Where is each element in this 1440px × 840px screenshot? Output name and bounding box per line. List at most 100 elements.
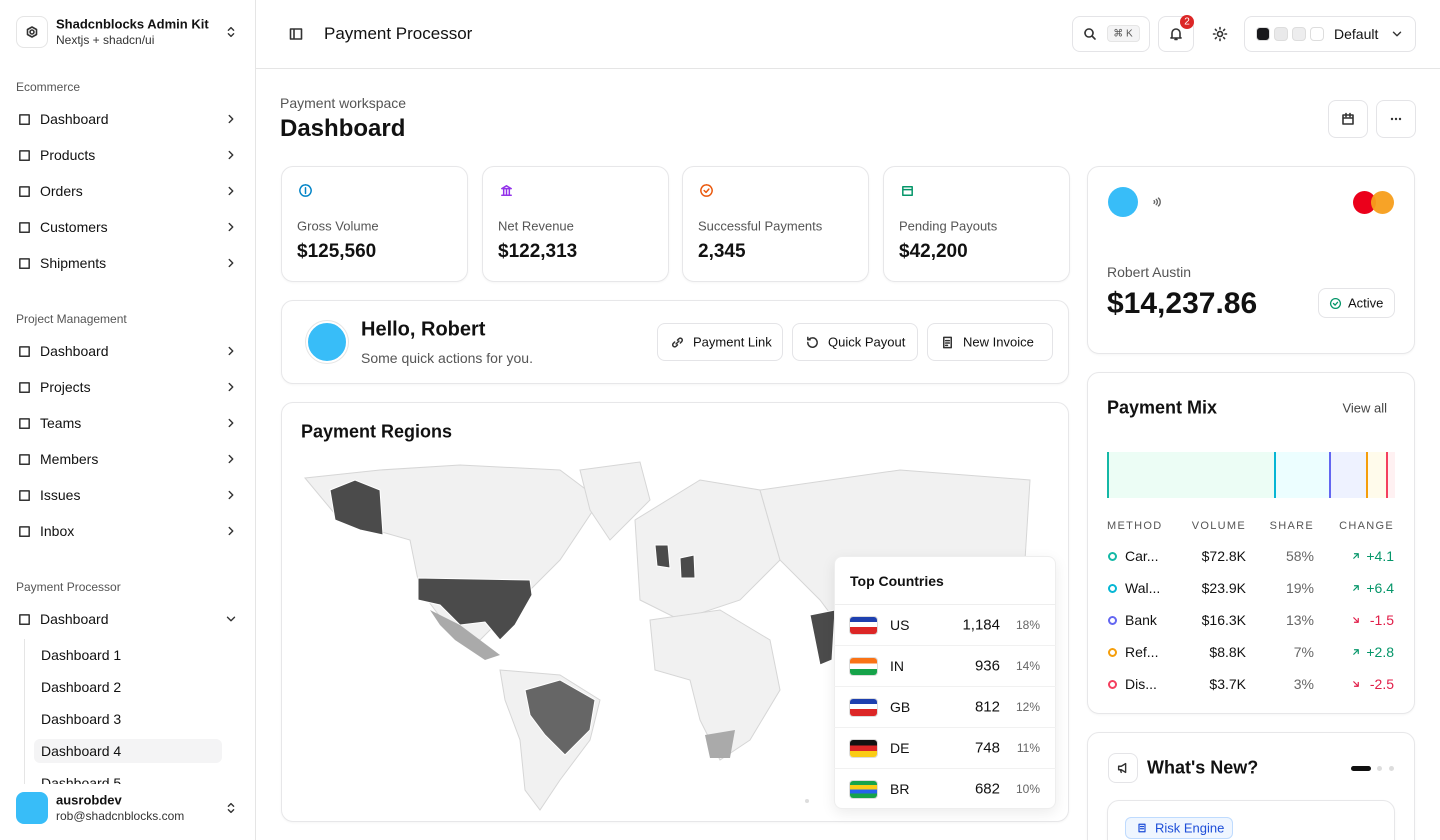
- share: 19%: [1285, 580, 1314, 596]
- notifications-button: [1158, 16, 1194, 52]
- stat-label: Pending Payouts: [899, 218, 998, 234]
- volume: $3.7K: [1209, 676, 1246, 692]
- stat-card: [883, 166, 1070, 282]
- icon: [228, 418, 234, 428]
- mc-orange: [1371, 191, 1394, 214]
- icon: [18, 417, 30, 429]
- method: Bank: [1125, 612, 1157, 628]
- icon: [228, 346, 234, 356]
- shortcut: ⌘ K: [1113, 28, 1133, 40]
- whats-new-title: What's New?: [1147, 757, 1259, 778]
- divider: [834, 686, 1056, 687]
- nav-group-label: Ecommerce: [16, 80, 81, 94]
- mix-title: Payment Mix: [1107, 397, 1218, 418]
- action-button[interactable]: [792, 323, 918, 361]
- icon: [1353, 553, 1359, 559]
- divider: [834, 645, 1056, 646]
- change: +2.8: [1366, 644, 1394, 660]
- flag: [850, 617, 877, 634]
- stat-card: [482, 166, 669, 282]
- page-eyebrow: Payment workspace: [280, 95, 407, 111]
- sub-nav-item[interactable]: Dashboard 3: [41, 711, 122, 727]
- country-code: DE: [890, 740, 910, 756]
- nav-item[interactable]: Dashboard: [40, 611, 109, 627]
- nav-item[interactable]: Members: [40, 451, 99, 467]
- country-count: 812: [974, 698, 1000, 716]
- action-label: Quick Payout: [828, 334, 906, 350]
- method-dot: [1108, 616, 1117, 625]
- regions-title: Payment Regions: [301, 421, 453, 442]
- theme-swatch: [1256, 27, 1270, 41]
- greeting-subtitle: Some quick actions for you.: [361, 350, 533, 366]
- flag: [850, 658, 877, 675]
- icon: [18, 613, 30, 625]
- card-avatar: [1108, 187, 1138, 217]
- method-dot: [1108, 584, 1117, 593]
- icon: [901, 185, 913, 196]
- brand-logo: [16, 16, 48, 48]
- nav-item[interactable]: Issues: [40, 487, 81, 503]
- method: Car...: [1125, 548, 1159, 564]
- icon: [1153, 197, 1161, 207]
- nav-item[interactable]: Projects: [40, 379, 91, 395]
- theme-swatch: [1274, 27, 1288, 41]
- stat-value: $125,560: [297, 241, 377, 262]
- nav-item[interactable]: Dashboard: [40, 343, 109, 359]
- icon: [1392, 31, 1402, 37]
- icon: [228, 222, 234, 232]
- stat-value: 2,345: [698, 241, 746, 262]
- icon: [806, 336, 818, 348]
- icon: [1353, 585, 1359, 591]
- nav-item[interactable]: Inbox: [40, 523, 75, 539]
- change: +6.4: [1366, 580, 1394, 596]
- icon: [1084, 28, 1096, 40]
- icon: [500, 184, 512, 196]
- divider: [834, 604, 1056, 605]
- calendar-button: [1328, 100, 1368, 138]
- icon: [699, 183, 713, 197]
- flag: [850, 699, 877, 716]
- nav-item[interactable]: Customers: [40, 219, 108, 235]
- volume: $72.8K: [1201, 548, 1246, 564]
- theme-select: [1244, 16, 1416, 52]
- country-share: 10%: [1015, 782, 1040, 796]
- tag-label: Risk Engine: [1155, 820, 1225, 836]
- icon: [228, 114, 234, 124]
- icon: [1353, 649, 1359, 655]
- column-header: CHANGE: [1339, 520, 1394, 532]
- icon: [228, 490, 234, 500]
- card-name: Robert Austin: [1107, 264, 1192, 280]
- icon: [26, 26, 38, 38]
- card-balance: $14,237.86: [1107, 287, 1258, 320]
- share: 3%: [1293, 676, 1314, 692]
- card-status: Active: [1348, 295, 1384, 311]
- nav-item[interactable]: Dashboard: [40, 111, 109, 127]
- nav-item[interactable]: Teams: [40, 415, 82, 431]
- divider: [834, 768, 1056, 769]
- stat-label: Net Revenue: [498, 218, 574, 234]
- method: Dis...: [1125, 676, 1157, 692]
- nav-item[interactable]: Products: [40, 147, 96, 163]
- icon: [298, 183, 312, 197]
- change: +4.1: [1366, 548, 1394, 564]
- country-share: 12%: [1015, 700, 1040, 714]
- top-countries: [834, 556, 1056, 809]
- nav-item[interactable]: Orders: [40, 183, 83, 199]
- icon: [227, 26, 235, 38]
- country-code: GB: [890, 699, 911, 715]
- nav-item[interactable]: Shipments: [40, 255, 107, 271]
- sub-nav-item[interactable]: Dashboard 2: [41, 679, 122, 695]
- change: -2.5: [1369, 676, 1394, 692]
- pager-dot: [1389, 766, 1394, 771]
- share: 7%: [1293, 644, 1314, 660]
- method-dot: [1108, 552, 1117, 561]
- mix-segment: [1328, 452, 1367, 498]
- pager-dot: [1377, 766, 1382, 771]
- theme-swatch: [1292, 27, 1306, 41]
- sub-nav-item[interactable]: Dashboard 1: [41, 647, 122, 663]
- icon: [671, 336, 683, 348]
- sub-nav-item[interactable]: Dashboard 4: [41, 743, 122, 759]
- column-header: METHOD: [1107, 520, 1163, 532]
- mix-link[interactable]: View all: [1342, 400, 1387, 416]
